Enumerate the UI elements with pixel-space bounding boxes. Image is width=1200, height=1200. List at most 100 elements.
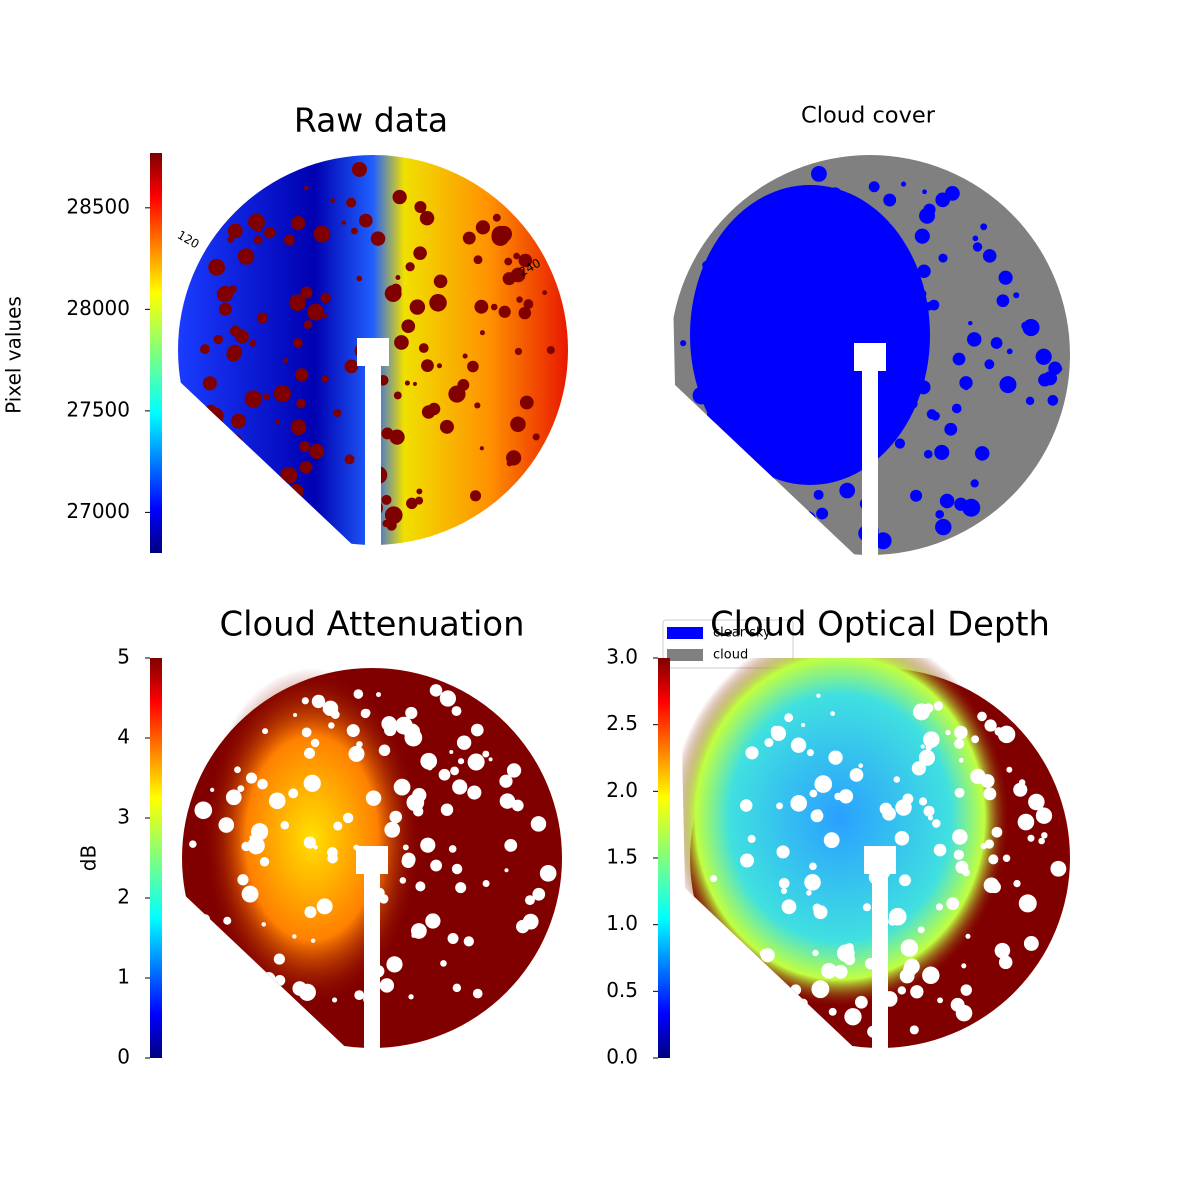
blob [263,393,270,401]
blob [310,738,320,748]
blob [524,895,535,906]
blob [351,161,367,177]
blob [763,472,769,478]
mast-head [854,343,886,371]
blob [909,1025,919,1035]
blob [923,805,935,817]
blob [821,273,830,282]
blob [991,826,1003,838]
blob [877,384,884,391]
blob [834,300,841,307]
blob [998,270,1013,285]
blob [384,506,403,525]
blob [804,874,821,891]
blob [820,378,829,388]
blob [900,297,908,306]
blob [304,185,309,191]
blob [275,419,281,425]
blob [996,294,1010,308]
blob [806,749,814,757]
blob [774,980,786,992]
blob [226,347,241,362]
blob [292,934,297,939]
blob [310,938,316,943]
blob [213,334,224,345]
blob [903,373,915,386]
blob [911,761,926,776]
blob [290,215,306,231]
blob [710,875,718,883]
blob [532,887,546,901]
blob [994,942,1011,959]
blob [250,775,255,780]
blob [944,422,958,436]
azimuth-label: 120 [175,228,202,252]
blob [518,306,532,320]
blob [189,840,197,848]
blob [405,262,415,272]
blob [930,411,940,421]
blob [467,360,479,373]
blob [283,358,288,363]
blob [447,933,459,945]
blob [327,852,338,864]
blob [510,267,526,283]
blob [954,738,965,749]
colorbar-tick-label: 28500 [66,194,130,218]
blob [922,966,940,985]
blob [805,222,813,230]
blob [972,235,979,242]
blob [383,723,397,737]
blob [262,971,276,986]
blob [1018,894,1037,913]
blob [776,802,783,810]
blob [406,497,418,510]
blob [816,507,829,520]
blob [284,234,295,246]
blob [256,312,268,324]
blob [393,391,402,400]
blob [965,933,971,939]
blob [849,768,864,782]
blob [813,489,824,500]
blob [945,186,960,201]
blob [254,224,262,233]
blob [954,725,968,740]
blob [760,948,775,963]
blob [530,816,547,832]
blob [280,466,298,484]
blob [916,380,931,395]
blob [766,245,778,256]
panel-title: Cloud Attenuation [220,605,525,644]
blob [519,395,534,410]
blob [935,509,945,519]
blob [346,197,357,208]
blob [316,898,333,915]
blob [834,253,845,264]
blob [268,792,286,810]
blob [247,471,253,478]
blob [813,273,821,282]
blob [381,494,392,505]
blob [747,263,761,277]
blob [702,261,711,270]
blob [448,385,466,403]
colorbar [150,153,162,553]
blob [882,806,896,821]
blob [946,897,960,911]
blob [273,385,291,403]
blob [261,922,267,927]
blob [378,894,389,904]
legend-label: cloud [713,648,748,663]
legend-swatch [667,627,703,639]
blob [693,294,711,312]
colorbar-label: Pixel values [2,296,26,414]
mast [365,360,381,555]
blob [344,359,359,374]
blob [923,704,929,709]
blob [344,454,355,465]
blob [935,903,944,911]
blob [301,697,309,705]
blob [303,320,313,329]
blob [253,235,263,245]
